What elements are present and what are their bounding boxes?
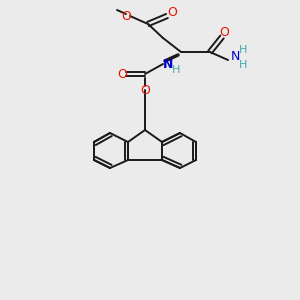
Text: N: N <box>230 50 240 64</box>
Text: H: H <box>239 45 247 55</box>
Text: H: H <box>172 65 180 75</box>
Text: O: O <box>121 10 131 22</box>
Text: O: O <box>140 83 150 97</box>
Text: O: O <box>167 5 177 19</box>
Text: O: O <box>219 26 229 38</box>
Text: N: N <box>163 58 173 70</box>
Text: O: O <box>117 68 127 80</box>
Text: H: H <box>239 60 247 70</box>
